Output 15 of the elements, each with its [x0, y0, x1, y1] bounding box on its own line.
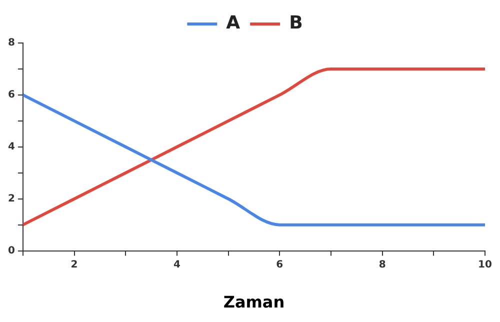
y-tick-label: 8 [8, 38, 15, 49]
line-series [22, 93, 485, 226]
x-axis-title: Zaman [223, 292, 285, 312]
line-series [22, 67, 485, 226]
x-tick-label: 10 [478, 259, 492, 270]
x-tick-label: 4 [173, 259, 180, 270]
y-tick-label: 6 [8, 90, 15, 101]
y-tick-label: 2 [8, 193, 15, 204]
x-tick-label: 2 [70, 259, 78, 270]
y-tick-label: 0 [8, 245, 15, 256]
x-tick-label: 6 [276, 259, 284, 270]
legend-label: A [226, 12, 240, 34]
x-tick-label: 8 [378, 259, 386, 270]
y-tick-label: 4 [8, 141, 15, 152]
legend-label: B [289, 12, 303, 34]
